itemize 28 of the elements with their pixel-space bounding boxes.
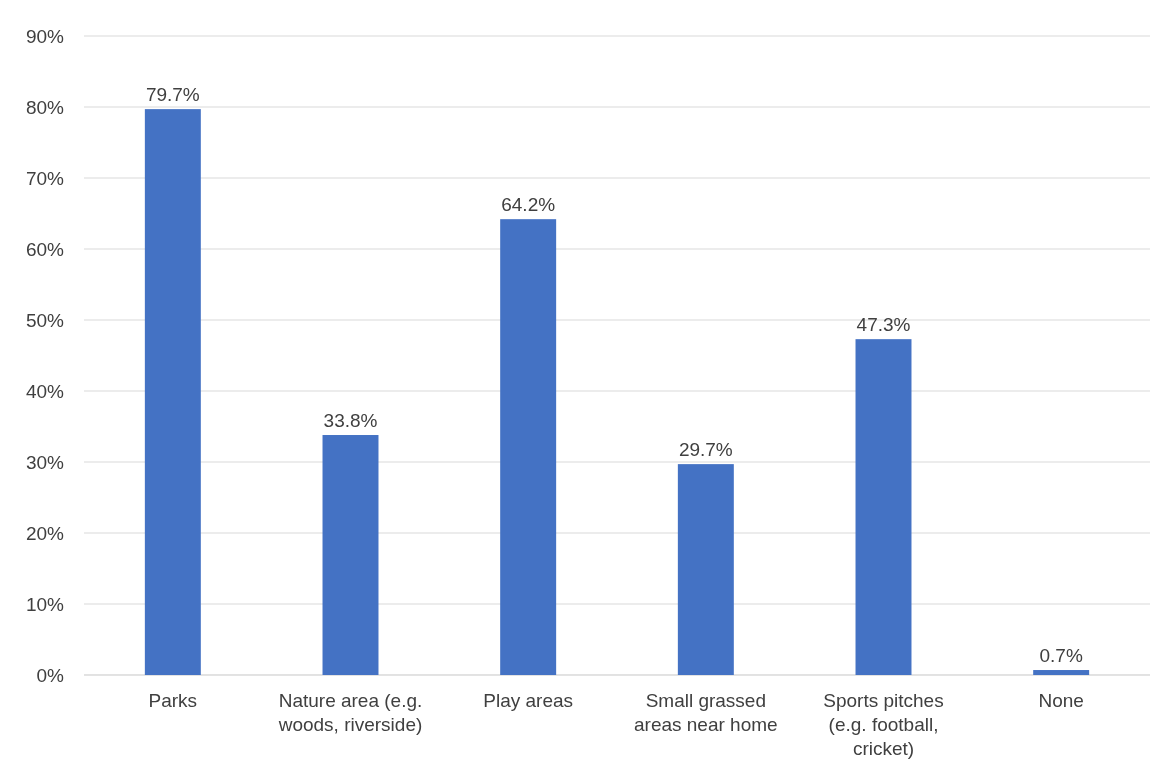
y-tick-label: 10% bbox=[25, 593, 65, 615]
bar bbox=[500, 219, 557, 675]
y-tick-label: 20% bbox=[25, 522, 65, 544]
bar bbox=[855, 339, 912, 675]
y-tick-label: 40% bbox=[25, 380, 65, 402]
data-label: 64.2% bbox=[501, 194, 556, 216]
data-label: 0.7% bbox=[1039, 645, 1083, 667]
x-tick-label: None bbox=[1038, 690, 1084, 711]
bar bbox=[1033, 670, 1090, 675]
data-label: 29.7% bbox=[678, 439, 733, 461]
x-tick-label: Sports pitches (e.g. football, cricket) bbox=[823, 690, 944, 759]
x-tick-label: Small grassed areas near home bbox=[634, 690, 778, 735]
bar bbox=[677, 464, 734, 675]
y-tick-label: 80% bbox=[25, 96, 65, 118]
x-tick-label: Parks bbox=[148, 690, 198, 711]
data-label: 33.8% bbox=[323, 410, 378, 432]
x-tick-label: Play areas bbox=[483, 690, 574, 711]
y-tick-label: 60% bbox=[25, 238, 65, 260]
y-tick-label: 90% bbox=[25, 25, 65, 47]
y-tick-label: 50% bbox=[25, 309, 65, 331]
y-tick-label: 30% bbox=[25, 451, 65, 473]
data-label: 79.7% bbox=[145, 84, 200, 106]
x-tick-label: Nature area (e.g. woods, riverside) bbox=[277, 690, 423, 735]
data-label: 47.3% bbox=[856, 314, 911, 336]
y-tick-label: 0% bbox=[36, 664, 65, 686]
y-tick-label: 70% bbox=[25, 167, 65, 189]
bar bbox=[144, 109, 201, 675]
bar bbox=[322, 435, 379, 675]
